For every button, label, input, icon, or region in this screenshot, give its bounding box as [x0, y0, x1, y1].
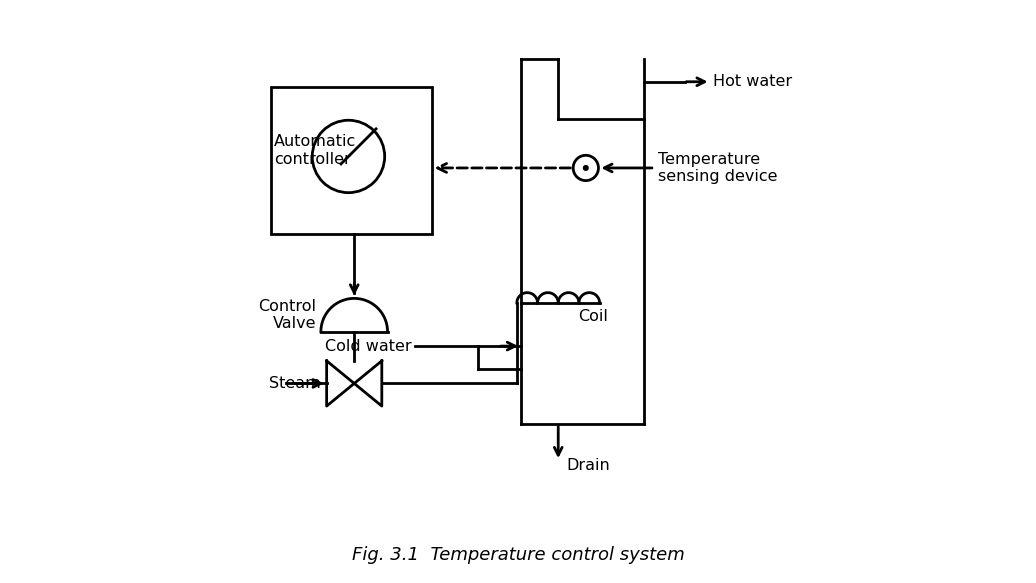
Text: Cold water: Cold water [325, 339, 411, 354]
Text: Fig. 3.1  Temperature control system: Fig. 3.1 Temperature control system [351, 546, 685, 564]
Text: Hot water: Hot water [714, 74, 793, 89]
Bar [270, 87, 432, 234]
Text: Steam: Steam [269, 376, 321, 391]
Text: Automatic
controller: Automatic controller [274, 134, 356, 167]
Text: Control
Valve: Control Valve [258, 299, 316, 331]
Circle shape [583, 166, 588, 170]
Text: Coil: Coil [578, 309, 608, 324]
Text: Temperature
sensing device: Temperature sensing device [658, 152, 777, 184]
Text: Drain: Drain [567, 458, 610, 473]
